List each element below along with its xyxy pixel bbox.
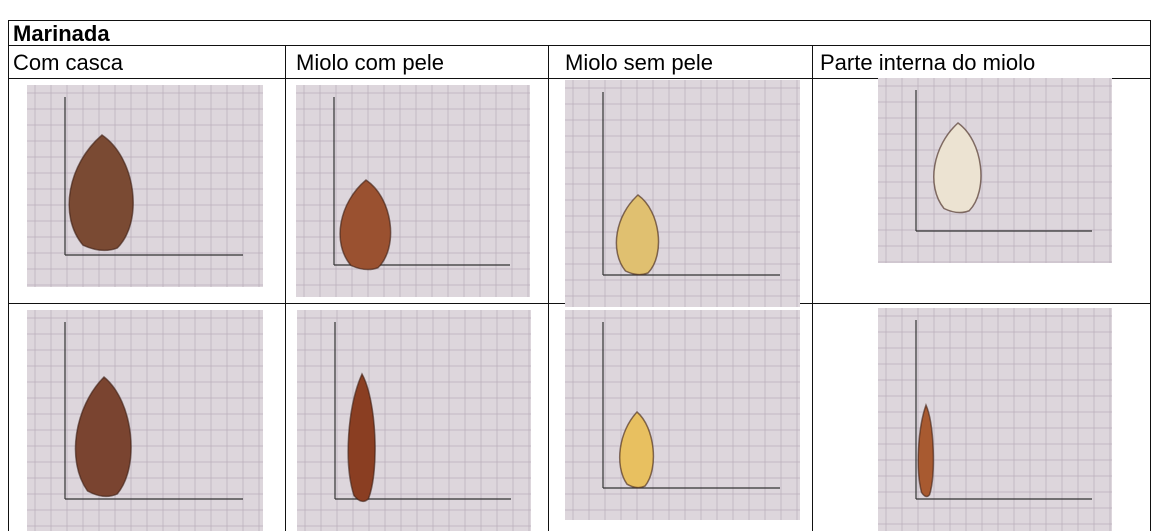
almond [615, 194, 660, 276]
photo [878, 78, 1112, 263]
almond [347, 372, 376, 503]
almond [618, 410, 655, 489]
border-top [8, 20, 1151, 21]
almond [74, 375, 132, 498]
photo [297, 310, 531, 531]
photo [878, 308, 1112, 531]
photo-background [27, 85, 263, 287]
column-header: Com casca [13, 50, 124, 75]
photo [27, 310, 263, 531]
almond [339, 179, 392, 271]
photo [296, 85, 530, 297]
almond [917, 402, 935, 498]
photo-background [297, 310, 531, 531]
column-header: Miolo sem pele [565, 50, 713, 75]
photo [27, 85, 263, 287]
border-row [8, 78, 1151, 79]
photo-background [565, 80, 800, 307]
table-title: Marinada [13, 21, 110, 46]
border-left [8, 20, 9, 531]
column-header: Miolo com pele [296, 50, 444, 75]
photo-background [27, 310, 263, 531]
border-header [8, 45, 1151, 46]
column-divider [285, 45, 286, 531]
photo-background [296, 85, 530, 297]
column-header: Parte interna do miolo [820, 50, 1036, 75]
almond [68, 134, 134, 252]
border-right [1150, 20, 1151, 531]
almond [933, 122, 982, 214]
photo-background [878, 308, 1112, 531]
photo-background [565, 310, 800, 520]
photo-background [878, 78, 1112, 263]
column-divider [812, 45, 813, 531]
column-divider [548, 45, 549, 531]
photo [565, 310, 800, 520]
photo [565, 80, 800, 307]
